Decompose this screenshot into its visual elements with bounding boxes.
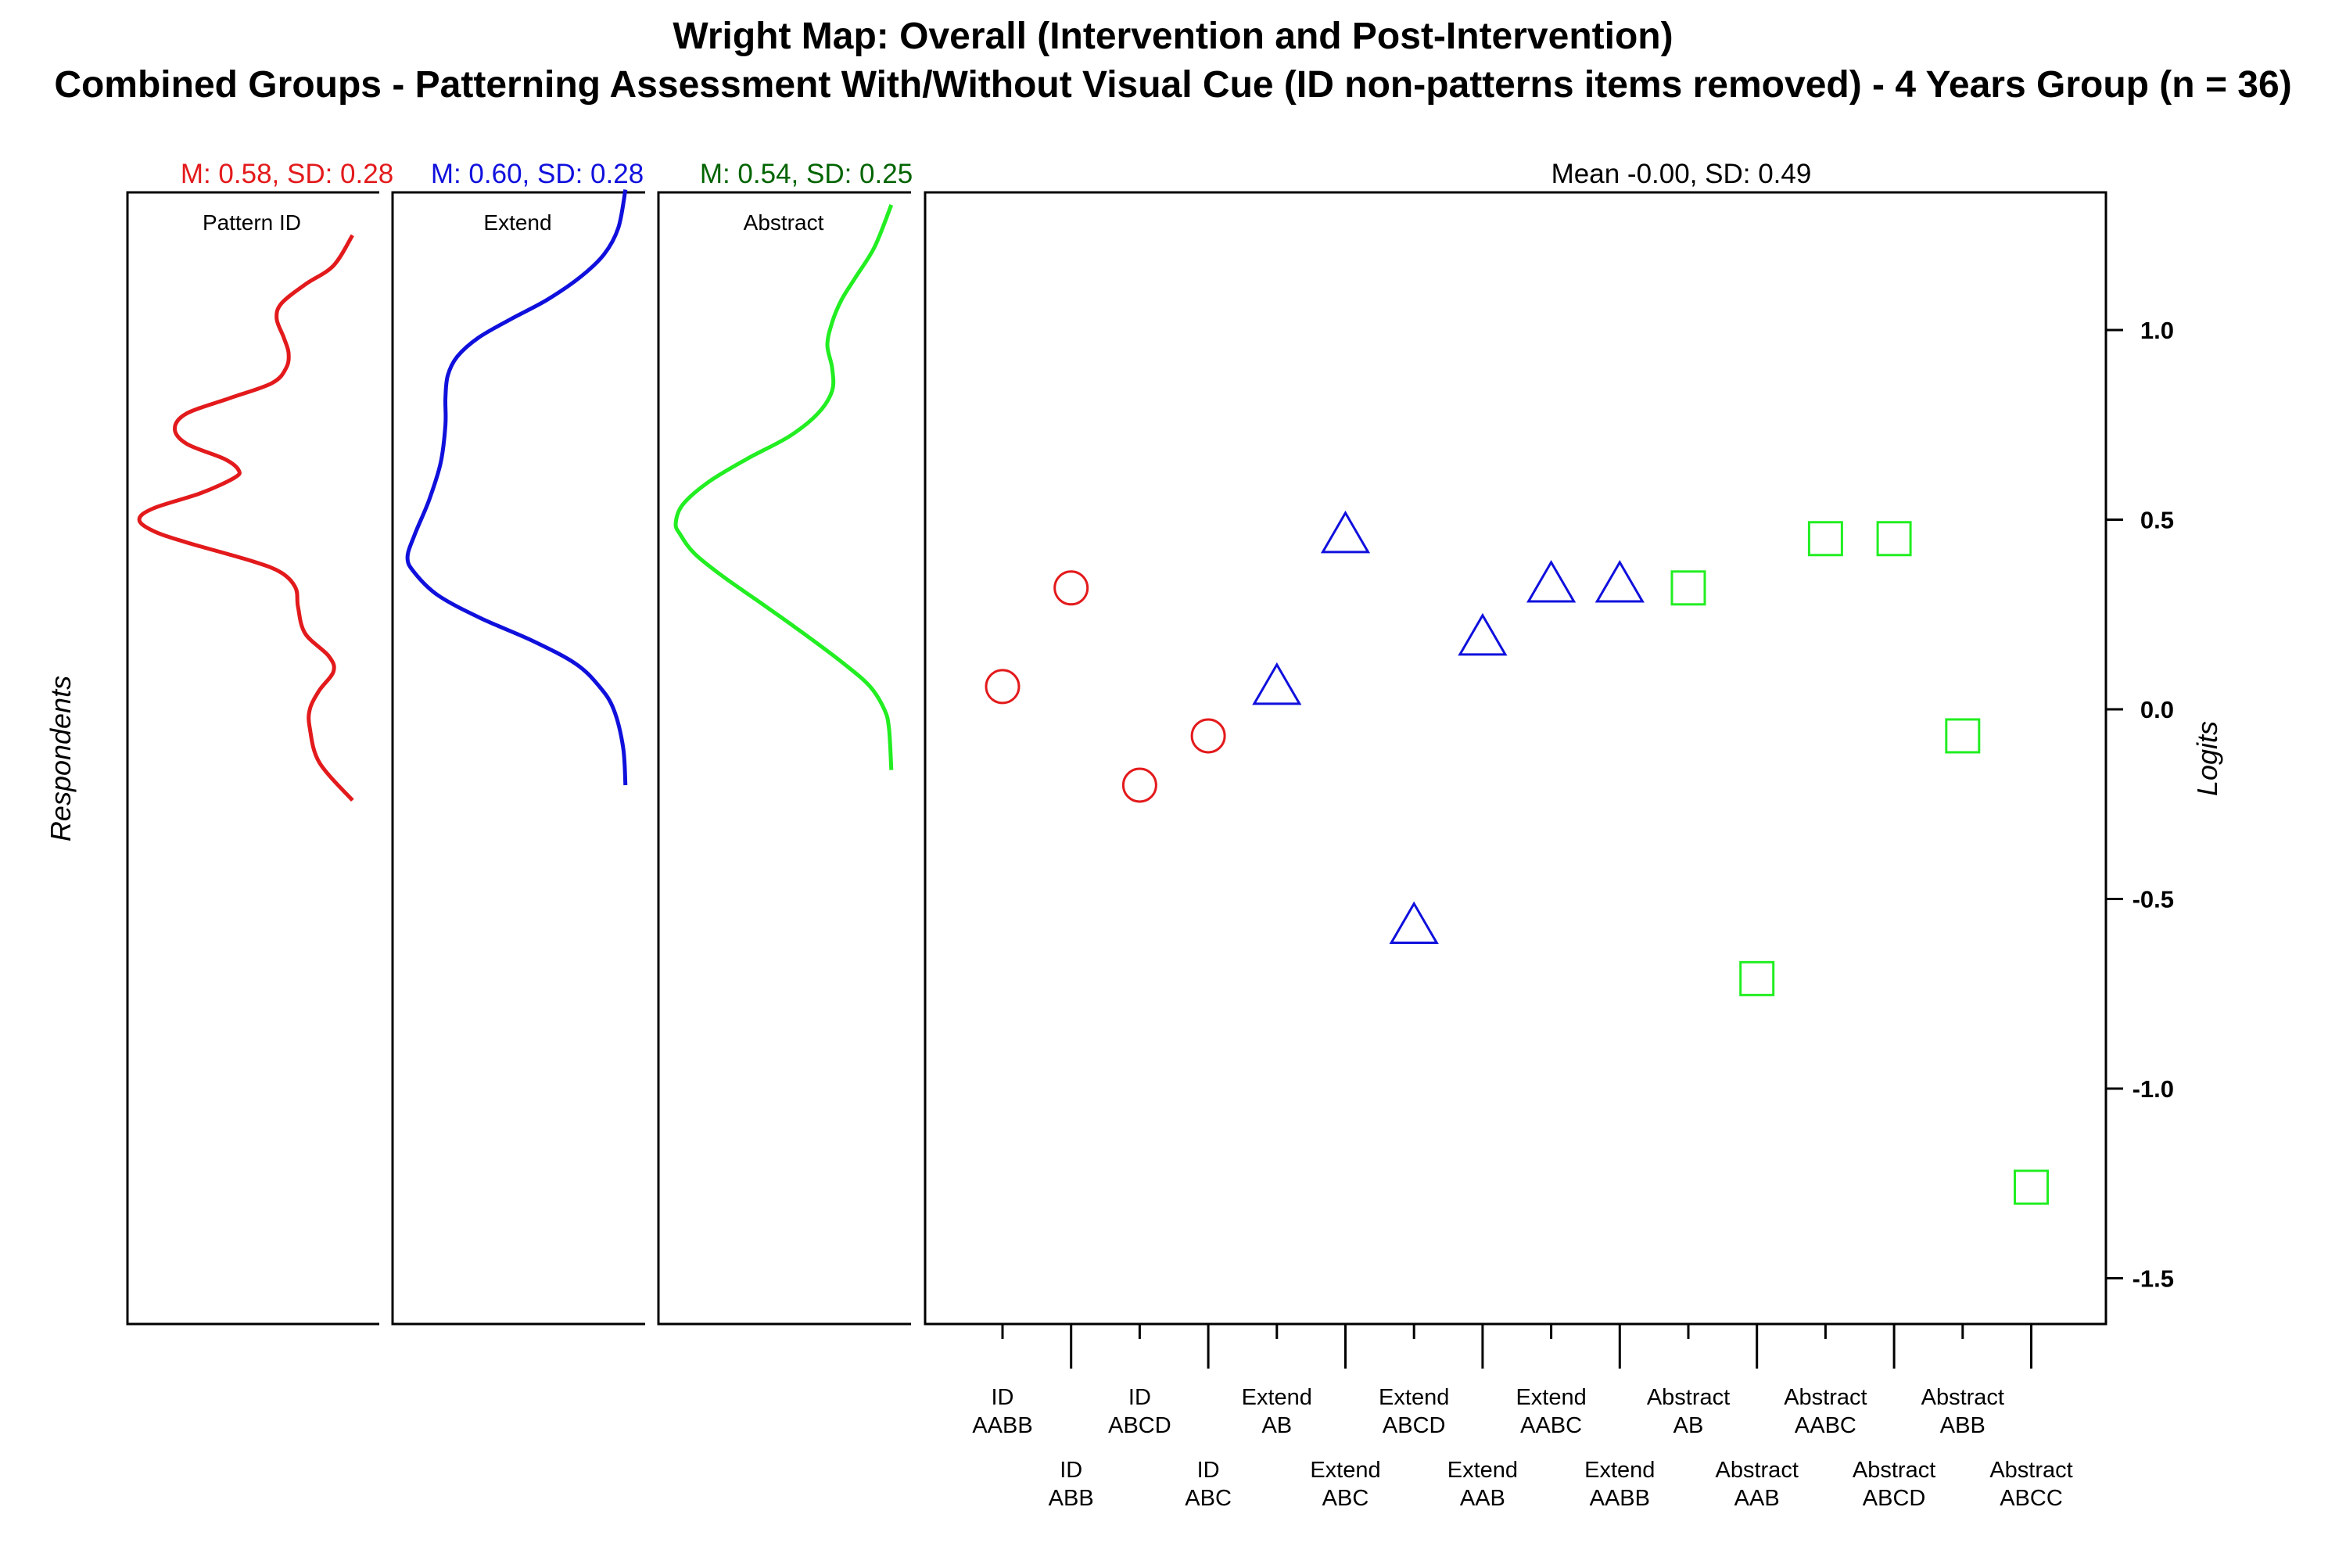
- item-label: Extend: [1584, 1458, 1655, 1483]
- extend-title: Extend: [483, 210, 551, 235]
- item-marker-abstract-aab: [1739, 960, 1775, 996]
- item-label: ID: [1197, 1458, 1220, 1483]
- item-marker-extend-aabc: [1526, 559, 1577, 603]
- item-label: AABC: [1520, 1413, 1582, 1438]
- item-label: AAB: [1734, 1486, 1780, 1511]
- item-marker-abstract-ab: [1670, 570, 1706, 606]
- item-label: Abstract: [1921, 1385, 2004, 1410]
- item-label: ABCD: [1383, 1413, 1446, 1438]
- item-label: ABCD: [1108, 1413, 1171, 1438]
- y-tick-label: -1.5: [2133, 1265, 2174, 1293]
- item-label: ABB: [1049, 1486, 1094, 1511]
- density-curve-abstract: [673, 203, 894, 770]
- item-label: Extend: [1447, 1458, 1518, 1483]
- item-label: Abstract: [1853, 1458, 1935, 1483]
- item-label: Abstract: [1989, 1458, 2072, 1483]
- y-tick-label: 0.5: [2140, 507, 2174, 534]
- chart-subtitle: Combined Groups - Patterning Assessment …: [54, 64, 2291, 106]
- item-label: AABC: [1795, 1413, 1856, 1438]
- item-label: ABB: [1940, 1413, 1985, 1438]
- item-label: ABCD: [1863, 1486, 1926, 1511]
- item-marker-id-abcd: [1121, 767, 1157, 803]
- item-marker-abstract-abcd: [1876, 521, 1912, 557]
- y-tick-label: 1.0: [2140, 317, 2174, 344]
- item-label: AAB: [1460, 1486, 1505, 1511]
- panel-frame: [126, 191, 379, 1326]
- item-label: AB: [1261, 1413, 1292, 1438]
- item-marker-extend-aab: [1458, 612, 1508, 656]
- density-panel-extend: M: 0.60, SD: 0.28 Extend: [391, 159, 645, 1326]
- item-label: AB: [1673, 1413, 1704, 1438]
- item-marker-abstract-abcc: [2014, 1169, 2049, 1205]
- y-tick-label: -0.5: [2133, 886, 2174, 913]
- pattern-id-stat: M: 0.58, SD: 0.28: [181, 159, 393, 189]
- density-panel-pattern-id: M: 0.58, SD: 0.28 Pattern ID: [126, 159, 393, 1326]
- respondents-label: Respondents: [45, 676, 77, 841]
- item-marker-id-aabb: [985, 669, 1021, 705]
- item-label: ID: [1128, 1385, 1151, 1410]
- item-label: Extend: [1516, 1385, 1586, 1410]
- y-tick-label: 0.0: [2140, 696, 2174, 723]
- item-label: Abstract: [1647, 1385, 1730, 1410]
- item-marker-id-abb: [1053, 570, 1089, 606]
- density-curves: [137, 189, 894, 802]
- y-axis: 1.0 0.5 0.0 -0.5 -1.0 -1.5: [2106, 317, 2174, 1293]
- item-label: Extend: [1310, 1458, 1380, 1483]
- item-marker-extend-abc: [1320, 510, 1371, 554]
- item-label: AABB: [972, 1413, 1032, 1438]
- item-label: Extend: [1379, 1385, 1449, 1410]
- item-label: AABB: [1590, 1486, 1650, 1511]
- item-label: ID: [1060, 1458, 1082, 1483]
- item-label: Abstract: [1784, 1385, 1867, 1410]
- panel-frame: [391, 191, 645, 1326]
- item-label: Extend: [1242, 1385, 1312, 1410]
- item-marker-abstract-aabc: [1807, 521, 1843, 557]
- item-marker-extend-abcd: [1389, 901, 1439, 944]
- item-marker-abstract-abb: [1945, 718, 1981, 754]
- abstract-title: Abstract: [744, 210, 824, 235]
- items-stat: Mean -0.00, SD: 0.49: [1551, 159, 1812, 189]
- item-labels: ID AABB ID ABB ID ABCD ID ABC Extend AB Extend ABC E…: [972, 1324, 2073, 1511]
- density-curve-pattern-id: [137, 234, 354, 802]
- item-label: ABCC: [2000, 1486, 2063, 1511]
- item-marker-extend-aabb: [1594, 559, 1645, 603]
- chart-title: Wright Map: Overall (Intervention and Po…: [673, 16, 1673, 57]
- y-tick-label: -1.0: [2133, 1075, 2174, 1103]
- item-marker-extend-ab: [1252, 662, 1302, 705]
- item-markers: [985, 510, 2049, 1205]
- panel-frame: [657, 191, 911, 1326]
- pattern-id-title: Pattern ID: [203, 210, 301, 235]
- density-panel-abstract: M: 0.54, SD: 0.25 Abstract: [657, 159, 913, 1326]
- abstract-stat: M: 0.54, SD: 0.25: [700, 159, 913, 189]
- density-curve-extend: [405, 189, 628, 786]
- item-label: ABC: [1185, 1486, 1232, 1511]
- item-label: ABC: [1322, 1486, 1369, 1511]
- logits-label: Logits: [2191, 721, 2223, 796]
- extend-stat: M: 0.60, SD: 0.28: [431, 159, 644, 189]
- item-label: Abstract: [1716, 1458, 1799, 1483]
- items-plot-frame: [924, 191, 2107, 1326]
- item-marker-id-abc: [1190, 718, 1226, 754]
- item-label: ID: [992, 1385, 1014, 1410]
